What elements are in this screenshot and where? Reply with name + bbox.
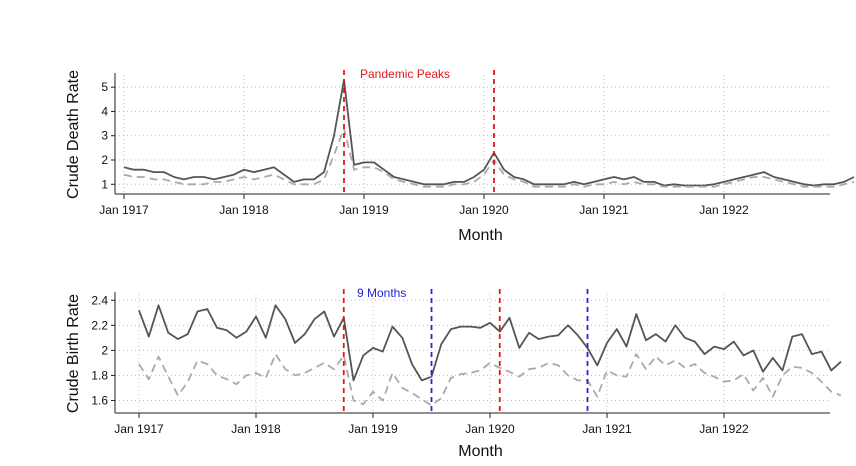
y-tick-label: 1.8 bbox=[91, 368, 108, 382]
series-line-solid bbox=[123, 79, 855, 187]
y-tick-label: 5 bbox=[101, 80, 108, 94]
grid bbox=[115, 294, 830, 413]
y-tick-label: 3 bbox=[101, 129, 108, 143]
birth-rate-panel: 1.6 1.8 2 2.2 2.4 Jan 1917 Jan 1918 Jan 1919 Jan… bbox=[65, 286, 842, 460]
y-tick-label: 1.6 bbox=[91, 393, 108, 407]
x-tick-label: Jan 1918 bbox=[219, 203, 269, 217]
x-tick-label: Jan 1917 bbox=[99, 203, 149, 217]
y-tick-label: 4 bbox=[101, 104, 108, 118]
y-axis-title: Crude Death Rate bbox=[65, 70, 82, 199]
x-tick-label: Jan 1921 bbox=[582, 422, 632, 436]
x-tick-label: Jan 1922 bbox=[699, 422, 749, 436]
y-tick-label: 2.2 bbox=[91, 318, 108, 332]
series-line-solid bbox=[138, 304, 842, 382]
x-tick-label: Jan 1920 bbox=[465, 422, 515, 436]
x-axis-title: Month bbox=[458, 443, 502, 460]
y-tick-label: 2 bbox=[101, 153, 108, 167]
y-tick-label: 2.4 bbox=[91, 293, 108, 307]
x-tick-label: Jan 1917 bbox=[114, 422, 164, 436]
annotation-label: 9 Months bbox=[357, 286, 406, 300]
y-tick-label: 2 bbox=[101, 343, 108, 357]
series-line-dashed bbox=[123, 127, 855, 188]
x-axis-title: Month bbox=[458, 227, 502, 244]
death-rate-panel: 1 2 3 4 5 Jan 1917 Jan 1918 Jan 1919 Jan 1920 Jan… bbox=[65, 67, 855, 244]
y-tick-label: 1 bbox=[101, 177, 108, 191]
y-axis-title: Crude Birth Rate bbox=[65, 294, 82, 413]
x-tick-label: Jan 1919 bbox=[339, 203, 389, 217]
x-tick-label: Jan 1918 bbox=[231, 422, 281, 436]
x-tick-label: Jan 1922 bbox=[699, 203, 749, 217]
series-line-dashed bbox=[138, 353, 842, 407]
grid bbox=[115, 75, 830, 194]
x-tick-label: Jan 1921 bbox=[579, 203, 629, 217]
annotation-label: Pandemic Peaks bbox=[360, 67, 450, 81]
x-tick-label: Jan 1919 bbox=[348, 422, 398, 436]
x-tick-label: Jan 1920 bbox=[459, 203, 509, 217]
